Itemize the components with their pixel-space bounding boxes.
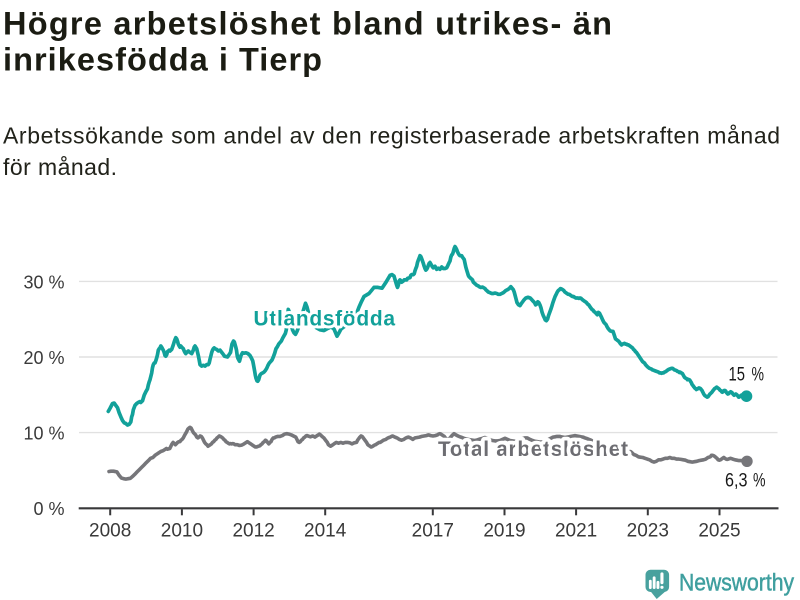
svg-text:10 %: 10 % (23, 424, 64, 444)
svg-text:0 %: 0 % (33, 499, 64, 519)
svg-text:%: % (752, 364, 765, 385)
svg-text:2014: 2014 (304, 521, 347, 542)
svg-text:2019: 2019 (483, 521, 525, 542)
svg-text:2012: 2012 (232, 521, 274, 542)
svg-text:2010: 2010 (161, 521, 203, 542)
svg-text:2021: 2021 (555, 521, 597, 542)
svg-text:Utlandsfödda: Utlandsfödda (254, 308, 396, 331)
svg-text:2017: 2017 (412, 521, 454, 542)
svg-text:för månad.: för månad. (3, 154, 117, 180)
svg-text:30 %: 30 % (23, 272, 64, 292)
svg-text:2023: 2023 (627, 521, 669, 542)
svg-text:Arbetssökande som andel av den: Arbetssökande som andel av den registerb… (3, 123, 780, 149)
svg-text:Newsworthy: Newsworthy (679, 570, 794, 597)
svg-text:15: 15 (729, 364, 746, 385)
svg-text:Total arbetslöshet: Total arbetslöshet (438, 438, 628, 461)
svg-text:20 %: 20 % (23, 348, 64, 368)
svg-text:%: % (753, 471, 766, 492)
svg-text:inrikesfödda i Tierp: inrikesfödda i Tierp (3, 42, 322, 78)
svg-text:2025: 2025 (698, 521, 740, 542)
svg-text:2008: 2008 (89, 521, 131, 542)
svg-text:Högre arbetslöshet bland utrik: Högre arbetslöshet bland utrikes- än (3, 5, 612, 41)
svg-text:6,3: 6,3 (725, 471, 748, 492)
